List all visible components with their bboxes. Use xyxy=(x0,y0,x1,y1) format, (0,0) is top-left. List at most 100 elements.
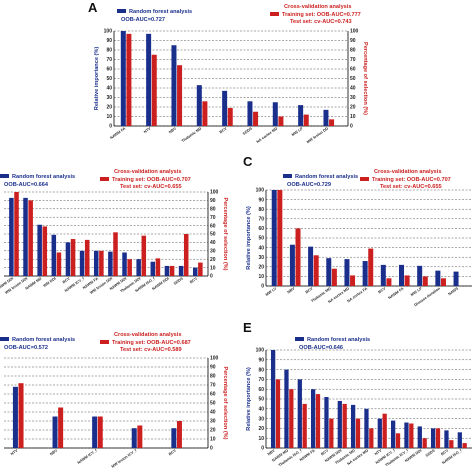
y-tick-left: 0 xyxy=(261,446,264,452)
panel-b: Random forest analysis OOB-AUC=0.664 Cross… xyxy=(0,169,228,295)
y-tick-left: 60 xyxy=(258,226,264,232)
y-tick-right: 70 xyxy=(210,383,216,389)
x-tick-label: SDDS xyxy=(425,448,436,458)
y-tick-left: 30 xyxy=(258,416,264,422)
bar-relative-importance xyxy=(364,408,369,448)
bar-percentage-selection xyxy=(331,268,337,286)
bar-percentage-selection xyxy=(315,394,321,448)
bar-percentage-selection xyxy=(369,428,374,448)
y-tick-right: 50 xyxy=(350,76,356,82)
bar-percentage-selection xyxy=(202,101,208,126)
panel-e: E Random forest analysis OOB-AUC=0.646 0 10 2… xyxy=(243,320,472,468)
legend-rf-title: Random forest analysis xyxy=(295,174,358,180)
y-axis-label-right: Percentage of selection (%) xyxy=(222,366,228,439)
x-tick-label: NAWS xyxy=(447,286,459,296)
x-tick-label: SDDS xyxy=(242,126,253,136)
bar-relative-importance xyxy=(93,250,99,276)
y-tick-right: 60 xyxy=(210,392,216,398)
x-tick-label: MW lesion DD xyxy=(306,126,329,144)
bar-percentage-selection xyxy=(14,192,19,276)
bar-relative-importance xyxy=(150,261,156,276)
legend-cv-test: Test set: cv-AUC=0.655 xyxy=(380,184,442,190)
y-tick-left: 100 xyxy=(104,29,113,35)
bar-percentage-selection xyxy=(227,107,233,126)
bar-relative-importance xyxy=(65,242,71,276)
x-tick-label: Thalamic MD xyxy=(181,126,203,143)
y-tick-right: 20 xyxy=(350,105,356,111)
x-tick-label: NAWM FA xyxy=(388,286,405,300)
bar-percentage-selection xyxy=(42,226,48,276)
bar-relative-importance xyxy=(171,428,177,448)
x-tick-label: NA cortex MD xyxy=(256,126,279,144)
y-axis-label-right: Percentage of selection (%) xyxy=(222,197,228,270)
bar-percentage-selection xyxy=(422,438,427,448)
y-tick-left: 90 xyxy=(258,358,264,364)
y-tick-right: 70 xyxy=(350,57,356,63)
legend-cv-test: Test set: cv-AUC=0.589 xyxy=(120,347,182,353)
bar-relative-importance xyxy=(457,432,462,448)
bar-relative-importance xyxy=(380,264,386,286)
bar-percentage-selection xyxy=(462,443,467,448)
y-tick-left: 70 xyxy=(106,57,112,63)
bar-percentage-selection xyxy=(28,200,33,276)
y-tick-right: 60 xyxy=(210,223,216,229)
y-tick-right: 100 xyxy=(210,356,219,362)
x-tick-label: NAWM ICV_f xyxy=(77,448,99,465)
legend-cv-train: Training set: OOB-AUC=0.707 xyxy=(372,177,451,183)
legend-swatch-rf xyxy=(117,9,126,13)
x-tick-label: NTV xyxy=(374,448,383,456)
bar-percentage-selection xyxy=(18,383,24,448)
x-tick-label: BCV xyxy=(219,126,228,134)
bar-percentage-selection xyxy=(368,248,374,286)
y-axis-label-left: Relative importance (%) xyxy=(94,47,100,111)
x-tick-label: BCV xyxy=(378,286,387,294)
bar-percentage-selection xyxy=(404,275,410,286)
y-tick-right: 50 xyxy=(210,401,216,407)
x-tick-label: BCV xyxy=(305,286,314,294)
y-tick-left: 100 xyxy=(256,188,265,194)
y-tick-left: 70 xyxy=(258,377,264,383)
y-tick-right: 70 xyxy=(210,215,216,221)
bar-relative-importance xyxy=(399,264,404,286)
legend-rf-auc: OOB-AUC=0.727 xyxy=(121,17,165,23)
y-tick-right: 40 xyxy=(210,240,216,246)
panel-letter: C xyxy=(243,154,253,169)
bar-percentage-selection xyxy=(350,275,356,286)
bar-relative-importance xyxy=(323,109,329,126)
legend-cv-title: Cross-validation analysis xyxy=(114,169,181,175)
y-tick-right: 80 xyxy=(350,48,356,54)
legend-cv-test: Test set: cv-AUC=0.743 xyxy=(290,19,352,25)
y-tick-left: 0 xyxy=(109,124,112,130)
x-tick-label: MW LV xyxy=(265,286,278,297)
bar-relative-importance xyxy=(308,246,314,286)
legend-cv-title: Cross-validation analysis xyxy=(284,4,351,10)
x-tick-label: BCV xyxy=(320,448,329,456)
bar-percentage-selection xyxy=(183,234,189,276)
bar-percentage-selection xyxy=(382,413,387,448)
x-tick-label: MW lesion ICV_f xyxy=(111,448,138,469)
bar-relative-importance xyxy=(271,190,277,286)
y-tick-left: 100 xyxy=(256,348,265,354)
y-tick-right: 40 xyxy=(210,410,216,416)
y-tick-left: 50 xyxy=(258,397,264,403)
legend-cv-train: Training set: OOB-AUC=0.687 xyxy=(112,340,191,346)
bar-relative-importance xyxy=(417,265,423,286)
x-tick-label: NTV xyxy=(10,448,19,456)
legend-swatch-cv xyxy=(100,340,109,344)
bar-percentage-selection xyxy=(329,418,334,448)
bar-relative-importance xyxy=(222,90,228,126)
bar-relative-importance xyxy=(271,350,276,448)
y-tick-left: 40 xyxy=(106,86,112,92)
y-tick-right: 90 xyxy=(350,38,356,44)
y-tick-right: 10 xyxy=(210,437,216,443)
y-tick-right: 90 xyxy=(210,198,216,204)
bar-percentage-selection xyxy=(303,114,309,126)
bar-relative-importance xyxy=(23,197,28,276)
legend-rf-auc: OOB-AUC=0.572 xyxy=(4,345,48,351)
y-tick-left: 40 xyxy=(258,245,264,251)
bar-relative-importance xyxy=(337,400,342,448)
x-tick-label: BCV xyxy=(189,276,198,284)
y-tick-left: 90 xyxy=(106,38,112,44)
bar-relative-importance xyxy=(453,271,459,286)
bar-percentage-selection xyxy=(275,379,281,448)
